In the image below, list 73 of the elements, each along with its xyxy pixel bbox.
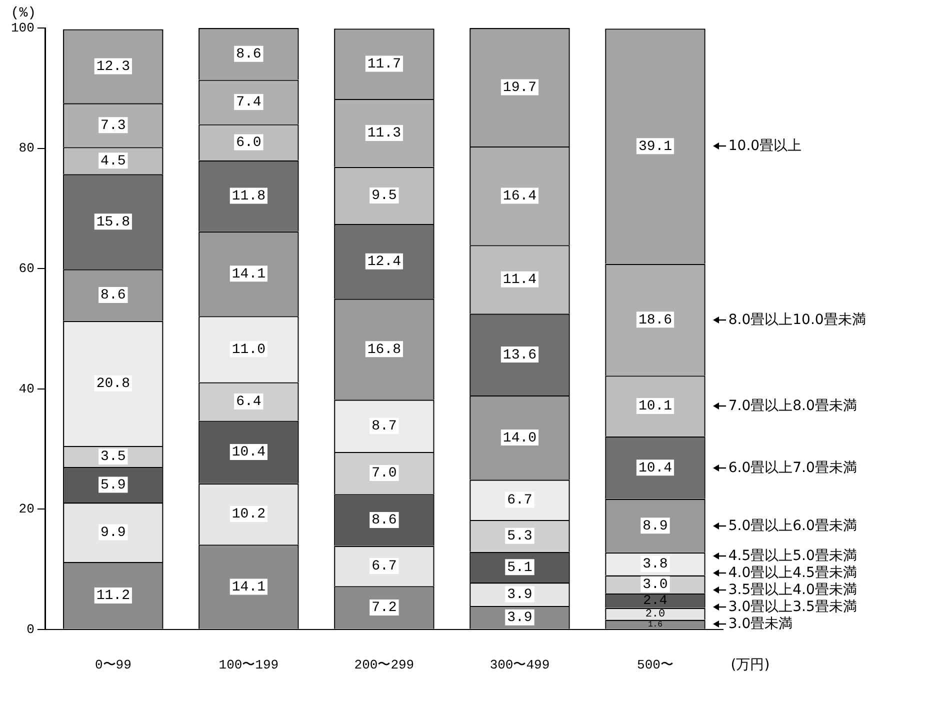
data-label: 12.4 (367, 254, 402, 270)
y-axis-title: (%) (10, 6, 36, 22)
data-label: 8.9 (642, 518, 668, 534)
data-label: 8.6 (236, 46, 262, 63)
x-tick-label: 500〜 (637, 658, 674, 673)
data-label: 39.1 (638, 138, 672, 155)
data-label: 3.9 (507, 610, 532, 626)
data-label: 10.4 (638, 460, 672, 476)
data-label: 6.7 (372, 558, 397, 575)
data-label: 13.6 (502, 347, 537, 364)
data-label: 18.6 (638, 312, 672, 328)
data-label: 8.6 (100, 288, 126, 304)
data-label: 10.1 (638, 398, 672, 415)
data-label: 11.4 (502, 272, 537, 288)
y-tick-label: 100 (11, 20, 34, 36)
data-label: 12.3 (96, 58, 130, 75)
data-label: 4.5 (100, 153, 126, 170)
y-tick-label: 0 (26, 622, 34, 637)
series-label: 3.0畳以上3.5畳未満 (728, 599, 857, 616)
data-label: 11.2 (96, 588, 130, 604)
y-tick-label: 40 (18, 381, 34, 396)
series-label: 6.0畳以上7.0畳未満 (728, 460, 857, 476)
x-tick-label: 200〜299 (354, 658, 414, 673)
data-label: 7.3 (100, 118, 126, 134)
data-label: 11.0 (232, 342, 266, 358)
y-tick-label: 60 (18, 260, 34, 276)
data-label: 8.7 (372, 418, 397, 435)
data-label: 16.8 (367, 342, 402, 358)
data-label: 10.4 (232, 444, 266, 461)
series-label: 4.5畳以上5.0畳未満 (728, 548, 857, 564)
data-label: 16.4 (502, 188, 537, 204)
series-label: 3.5畳以上4.0畳未満 (728, 582, 857, 598)
data-label: 14.0 (502, 430, 537, 446)
data-label: 2.4 (643, 594, 668, 610)
series-label: 8.0畳以上10.0畳未満 (728, 312, 866, 328)
data-label: 14.1 (232, 579, 266, 596)
y-tick-label: 80 (18, 140, 34, 156)
data-label: 7.2 (372, 600, 397, 616)
data-label: 2.0 (645, 608, 666, 621)
data-label: 10.2 (232, 506, 266, 523)
data-label: 6.4 (236, 394, 262, 410)
data-label: 7.4 (236, 94, 262, 111)
series-label: 10.0畳以上 (728, 138, 802, 154)
data-label: 8.6 (372, 512, 397, 529)
data-label: 11.7 (367, 56, 402, 72)
data-label: 19.7 (502, 80, 537, 96)
series-label: 4.0畳以上4.5畳未満 (728, 565, 857, 582)
data-label: 1.6 (648, 620, 663, 630)
data-label: 14.1 (232, 266, 266, 282)
y-tick-label: 20 (18, 502, 34, 517)
x-axis-title: (万円) (730, 657, 770, 674)
data-label: 5.9 (100, 477, 126, 494)
data-label: 5.1 (507, 560, 532, 576)
data-label: 5.3 (507, 528, 532, 545)
data-label: 6.7 (507, 492, 532, 508)
data-label: 7.0 (372, 466, 397, 482)
x-tick-label: 100〜199 (218, 658, 279, 673)
series-label: 5.0畳以上6.0畳未満 (728, 518, 857, 534)
data-label: 3.8 (642, 556, 668, 573)
x-tick-label: 300〜499 (490, 658, 550, 673)
series-label: 3.0畳未満 (728, 616, 793, 632)
data-label: 11.8 (232, 188, 266, 204)
data-label: 15.8 (96, 214, 130, 230)
data-label: 3.5 (100, 449, 126, 466)
data-label: 11.3 (367, 126, 402, 142)
data-label: 20.8 (96, 376, 130, 392)
data-label: 9.5 (372, 188, 397, 204)
series-label: 7.0畳以上8.0畳未満 (728, 398, 857, 414)
x-tick-label: 0〜99 (94, 658, 132, 673)
data-label: 6.0 (236, 134, 262, 151)
data-label: 3.0 (642, 577, 668, 593)
data-label: 9.9 (100, 524, 126, 541)
data-label: 3.9 (507, 586, 532, 603)
